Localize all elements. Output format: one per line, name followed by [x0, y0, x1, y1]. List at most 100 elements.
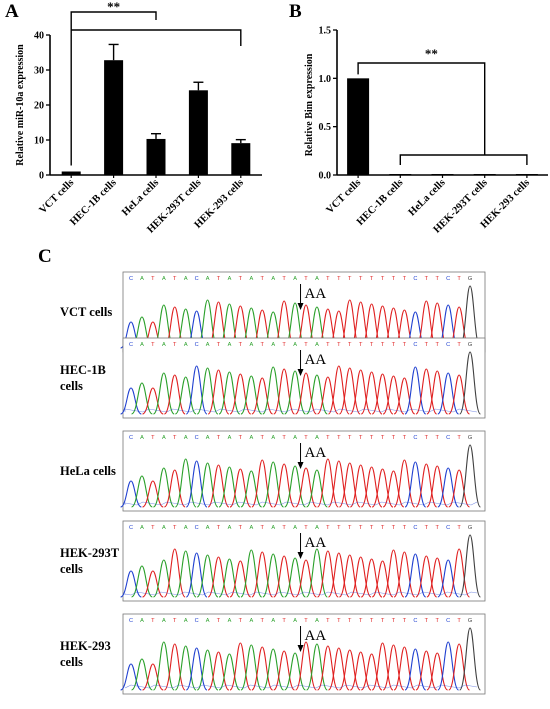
sequence-base: T [217, 276, 221, 282]
sequence-base: T [261, 342, 265, 348]
trace-peak [371, 373, 394, 415]
y-tick-label: 0.5 [319, 122, 332, 133]
y-tick-label: 10 [34, 136, 44, 147]
sequence-base: T [173, 276, 177, 282]
trace-peak [393, 377, 416, 415]
trace-peak [142, 387, 164, 415]
sequence-base: A [184, 618, 188, 624]
significance-bracket-a-1 [70, 11, 157, 166]
chromatogram-row-label: HEK-293T [60, 546, 120, 560]
sequence-base: T [151, 525, 155, 531]
sequence-base: C [413, 618, 417, 624]
chromatogram-row-label: HEC-1B [60, 363, 106, 377]
sequence-base: T [304, 342, 308, 348]
trace-peak [426, 652, 449, 691]
trace-peak [218, 371, 241, 415]
trace-peak [273, 463, 296, 508]
sequence-base: C [413, 525, 417, 531]
sequence-base: T [392, 525, 396, 531]
trace-peak [174, 458, 197, 508]
sequence-base: T [403, 435, 407, 441]
sequence-base: T [261, 276, 265, 282]
trace-peak [251, 459, 274, 508]
chromatogram-row-label: VCT cells [60, 305, 112, 319]
mutation-arrow-head [297, 369, 304, 376]
trace-peak [459, 285, 481, 349]
trace-peak [131, 382, 153, 415]
x-category-label: HeLa cells [407, 177, 448, 218]
trace-peak [120, 480, 142, 508]
chromatogram-row-label: cells [60, 655, 83, 669]
trace-peak [185, 460, 208, 508]
sequence-base: T [326, 525, 330, 531]
sequence-base: T [337, 342, 341, 348]
trace-peak [327, 365, 350, 415]
trace-peak [448, 374, 471, 415]
y-tick-label: 1.5 [319, 26, 332, 37]
mutation-label: AA [305, 535, 327, 551]
trace-baseline [124, 684, 478, 689]
sequence-base: A [271, 435, 275, 441]
sequence-base: C [446, 276, 450, 282]
trace-peak [262, 461, 285, 508]
sequence-base: T [348, 525, 352, 531]
trace-peak [142, 663, 164, 691]
sequence-base: A [162, 276, 166, 282]
trace-peak [382, 549, 405, 598]
bar-1 [104, 60, 124, 176]
trace-peak [185, 647, 208, 691]
trace-peak [229, 642, 252, 691]
sequence-base: A [315, 525, 319, 531]
sequence-base: A [184, 342, 188, 348]
sequence-base: T [436, 618, 440, 624]
sequence-base: T [326, 435, 330, 441]
sequence-base: T [348, 618, 352, 624]
trace-peak [262, 553, 285, 598]
trace-peak [152, 641, 175, 691]
sequence-base: A [315, 435, 319, 441]
sequence-base: A [293, 618, 297, 624]
trace-peak [349, 464, 372, 508]
sequence-base: T [457, 435, 461, 441]
sequence-base: A [249, 276, 253, 282]
sequence-base: T [151, 276, 155, 282]
sequence-base: T [348, 435, 352, 441]
sequence-base: T [370, 435, 374, 441]
trace-peak [349, 556, 372, 598]
sequence-base: T [304, 435, 308, 441]
trace-peak [448, 643, 471, 691]
trace-peak [240, 644, 263, 691]
sequence-base: T [457, 618, 461, 624]
trace-peak [284, 465, 306, 508]
trace-peak [207, 556, 230, 598]
trace-peak [185, 365, 208, 415]
sequence-base: A [228, 525, 232, 531]
x-category-label: HeLa cells [120, 177, 161, 218]
chart-b: Relative Bim expression 0.0 0.5 1.0 1.5 VCT … [304, 26, 548, 236]
trace-peak [152, 467, 175, 508]
trace-peak [185, 552, 208, 598]
trace-peak [273, 555, 296, 598]
sequence-base: C [446, 435, 450, 441]
sequence-base: A [206, 618, 210, 624]
trace-peak [295, 372, 317, 415]
significance-bracket-a-2 [71, 29, 242, 46]
sequence-base: G [468, 618, 472, 624]
trace-peak [338, 649, 361, 691]
trace-peak [448, 548, 471, 598]
sequence-base: T [217, 435, 221, 441]
sequence-base: T [436, 525, 440, 531]
sequence-base: A [206, 342, 210, 348]
significance-bracket-b-stem [357, 62, 486, 155]
sequence-base: C [413, 435, 417, 441]
trace-peak [459, 444, 481, 508]
sequence-base: T [359, 435, 363, 441]
sequence-base: T [359, 525, 363, 531]
panel-a-letter: A [5, 1, 19, 22]
sequence-base: T [381, 618, 385, 624]
sequence-base: A [293, 342, 297, 348]
trace-peak [262, 648, 285, 691]
trace-baseline [124, 408, 478, 413]
